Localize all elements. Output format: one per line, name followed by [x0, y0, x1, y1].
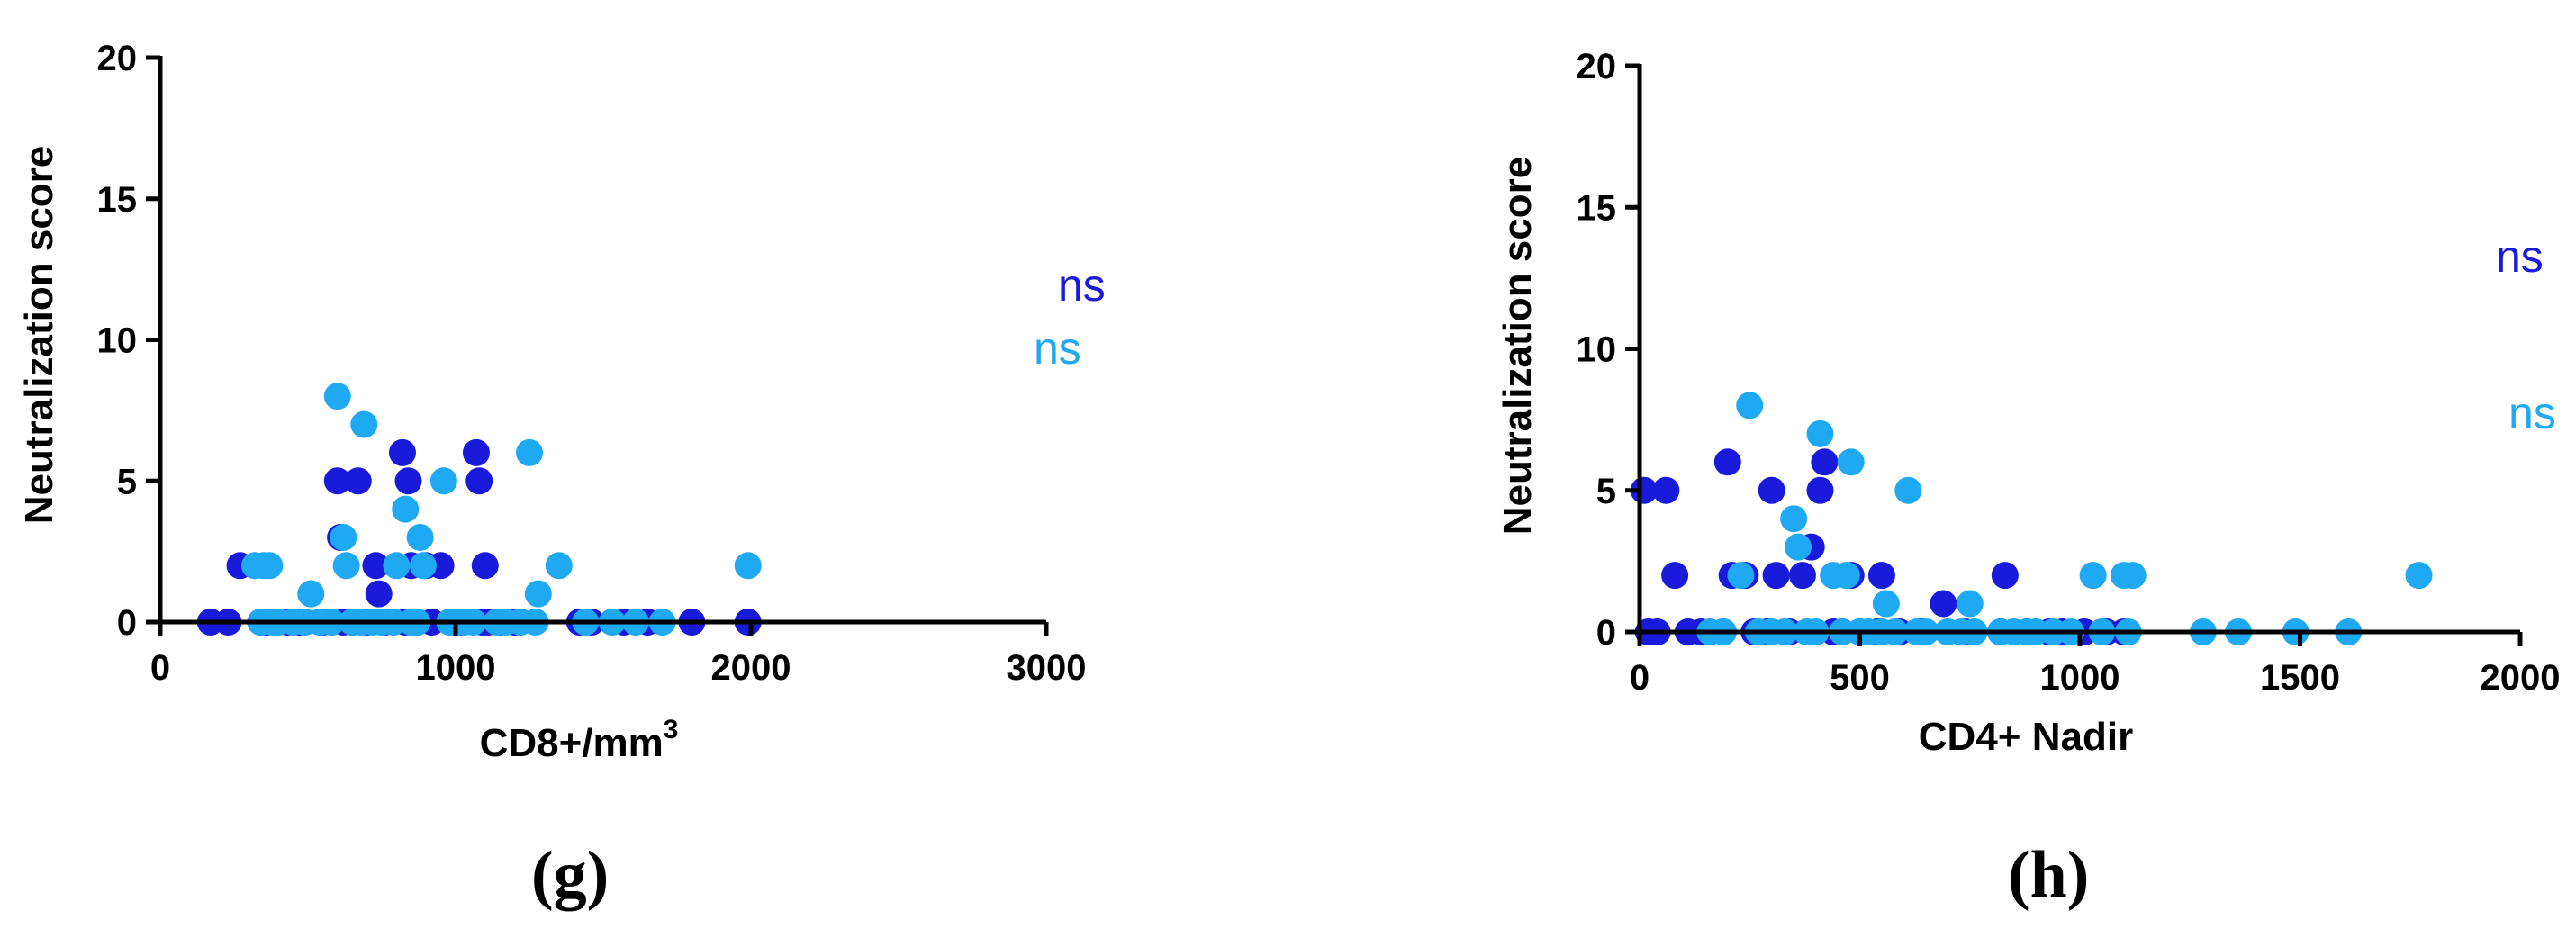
- data-point-series-1: [388, 438, 416, 466]
- y-tick-label: 15: [1577, 188, 1617, 228]
- x-axis-title: CD8+/mm3: [480, 715, 679, 765]
- data-point-series-2: [734, 552, 762, 580]
- data-point-series-2: [1806, 419, 1834, 447]
- x-axis-title-main: CD8+/mm: [480, 721, 664, 765]
- data-point-series-1: [465, 467, 493, 495]
- x-tick-label: 2000: [2481, 658, 2561, 698]
- annotation-ns-light: ns: [1034, 323, 1081, 374]
- data-point-series-2: [256, 552, 284, 580]
- data-point-series-1: [1713, 448, 1741, 476]
- data-point-series-1: [1758, 476, 1785, 504]
- data-point-series-1: [1762, 562, 1790, 590]
- data-point-series-2: [1785, 533, 1812, 561]
- data-point-series-2: [383, 552, 411, 580]
- y-axis-title: Neutralization score: [17, 146, 61, 525]
- x-tick-label: 3000: [1007, 648, 1087, 688]
- data-point-series-2: [1727, 562, 1755, 590]
- y-tick-label: 0: [1596, 613, 1616, 653]
- data-point-series-2: [392, 495, 420, 523]
- data-point-series-1: [462, 438, 490, 466]
- scatter-chart-h: Neutralization score CD4+ Nadir ns ns 0 5…: [1496, 47, 2561, 759]
- x-tick-label: 1000: [2040, 658, 2120, 698]
- panel-h: Neutralization score CD4+ Nadir ns ns 0 5…: [1288, 0, 2575, 929]
- y-tick-label: 5: [1596, 472, 1616, 511]
- data-point-series-2: [1894, 476, 1922, 504]
- annotation-ns-dark: ns: [2496, 231, 2544, 282]
- y-tick-label: 0: [117, 603, 137, 643]
- data-point-series-1: [1991, 562, 2019, 590]
- x-tick-label: 1500: [2260, 658, 2340, 698]
- y-axis-title-h: Neutralization score: [1496, 157, 1540, 536]
- data-point-series-2: [330, 523, 357, 551]
- data-point-series-2: [350, 410, 378, 438]
- x-tick-label: 1000: [416, 648, 496, 688]
- data-point-series-2: [516, 438, 543, 466]
- x-tick-label: 500: [1830, 658, 1890, 698]
- scatter-chart-g: Neutralization score CD8+/mm3 ns ns 0 5 10…: [17, 39, 1106, 765]
- data-point-series-2: [1832, 562, 1860, 590]
- data-point-series-2: [1872, 590, 1900, 618]
- x-axis-title: CD4+ Nadir: [1919, 715, 2133, 759]
- data-point-series-2: [406, 523, 434, 551]
- data-point-series-1: [1930, 590, 1957, 618]
- data-point-series-1: [1811, 448, 1839, 476]
- data-point-series-2: [2079, 562, 2107, 590]
- data-point-series-1: [1788, 562, 1816, 590]
- data-point-series-2: [2119, 562, 2147, 590]
- data-points: [1630, 392, 2433, 645]
- data-point-series-1: [1867, 562, 1895, 590]
- data-point-series-1: [1630, 476, 1658, 504]
- data-point-series-2: [1837, 448, 1865, 476]
- data-point-series-2: [2405, 562, 2433, 590]
- data-point-series-1: [1661, 562, 1689, 590]
- data-point-series-2: [429, 467, 457, 495]
- data-point-series-1: [365, 580, 393, 608]
- y-axis-title: Neutralization score: [1496, 157, 1540, 536]
- panel-label-h: (h): [2008, 838, 2090, 912]
- data-point-series-2: [332, 552, 360, 580]
- y-axis-title-g: Neutralization score: [17, 146, 61, 525]
- annotation-ns-dark: ns: [1058, 260, 1106, 311]
- x-axis-title-superscript: 3: [664, 715, 679, 744]
- y-tick-label: 10: [1577, 330, 1617, 370]
- y-tick-label: 20: [1577, 47, 1617, 86]
- x-tick-label: 0: [150, 648, 170, 688]
- panel-label-g: (g): [531, 838, 610, 912]
- data-point-series-1: [323, 467, 351, 495]
- x-tick-label: 2000: [711, 648, 791, 688]
- y-tick-label: 15: [97, 180, 138, 220]
- y-tick-label: 10: [97, 321, 138, 361]
- data-point-series-2: [323, 383, 351, 410]
- data-point-series-2: [1736, 392, 1764, 419]
- data-point-series-2: [409, 552, 437, 580]
- y-tick-label: 5: [117, 462, 137, 501]
- data-point-series-1: [362, 552, 390, 580]
- data-points: [196, 383, 762, 636]
- data-point-series-1: [1652, 476, 1680, 504]
- data-point-series-1: [344, 467, 372, 495]
- data-point-series-2: [545, 552, 573, 580]
- x-tick-label: 0: [1630, 658, 1650, 698]
- data-point-series-1: [471, 552, 499, 580]
- data-point-series-1: [394, 467, 422, 495]
- annotation-ns-light: ns: [2508, 388, 2556, 438]
- data-point-series-2: [1780, 505, 1808, 533]
- panel-g: Neutralization score CD8+/mm3 ns ns 0 5 10…: [17, 39, 1106, 912]
- data-point-series-2: [1956, 590, 1984, 618]
- data-point-series-2: [297, 580, 325, 608]
- data-point-series-1: [1806, 476, 1834, 504]
- data-point-series-2: [524, 580, 552, 608]
- y-tick-label: 20: [97, 39, 138, 78]
